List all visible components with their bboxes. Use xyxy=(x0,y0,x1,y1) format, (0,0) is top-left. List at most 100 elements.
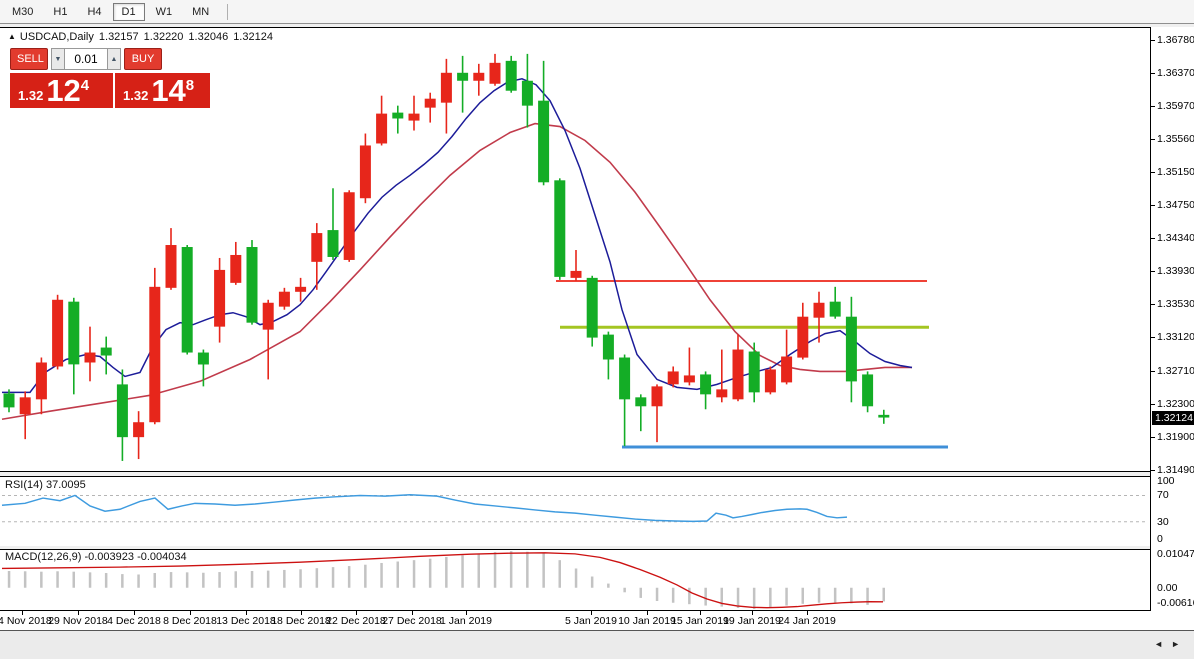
price-axis-tick xyxy=(1151,73,1155,75)
candle-body xyxy=(295,286,307,292)
macd-histogram-bar xyxy=(817,587,821,603)
timeframe-button-h1[interactable]: H1 xyxy=(44,3,76,21)
macd-histogram-bar xyxy=(88,572,92,588)
tab-scroll-left-icon[interactable]: ◄ xyxy=(1154,639,1172,649)
price-axis-label: 1.36780 xyxy=(1157,33,1194,46)
collapse-panel-icon[interactable]: ▲ xyxy=(8,32,16,41)
candle-body xyxy=(408,113,420,121)
candle-body xyxy=(35,362,47,400)
macd-histogram-bar xyxy=(185,572,189,588)
candle-body xyxy=(683,375,695,383)
macd-histogram-bar xyxy=(574,568,578,588)
macd-histogram-bar xyxy=(331,567,335,588)
price-axis-tick xyxy=(1151,370,1155,372)
chart-tab-bar: ◄► xyxy=(0,631,1194,659)
macd-histogram-bar xyxy=(607,583,610,588)
time-axis-tick xyxy=(412,611,413,615)
candle-body xyxy=(538,100,550,183)
sell-price-prefix: 1.32 xyxy=(18,88,44,103)
rsi-indicator-pane[interactable] xyxy=(0,476,1150,547)
time-axis-label: 13 Dec 2018 xyxy=(216,615,276,627)
time-axis-label: 10 Jan 2019 xyxy=(618,615,676,627)
candle-body xyxy=(116,384,128,438)
candle-body xyxy=(700,374,712,395)
price-axis-label: 1.35150 xyxy=(1157,166,1194,179)
macd-histogram-bar xyxy=(169,572,173,588)
timeframe-button-h4[interactable]: H4 xyxy=(78,3,110,21)
candle-body xyxy=(489,62,501,84)
pane-splitter[interactable] xyxy=(0,546,1150,550)
price-axis-label: 1.34340 xyxy=(1157,232,1194,245)
macd-histogram-bar xyxy=(7,571,11,588)
macd-histogram-bar xyxy=(801,587,804,604)
time-axis-tick xyxy=(700,611,701,615)
rsi-axis-label: 30 xyxy=(1157,516,1169,528)
price-axis[interactable]: 1.32124 1.36780 1.36370 1.35970 1.35560 1.35… xyxy=(1150,27,1194,611)
toolbar-separator xyxy=(227,3,229,20)
price-axis-tick xyxy=(1151,271,1155,273)
one-click-trading-panel: SELL ▼ ▲ BUY 1.32 12 4 1.32 14 8 xyxy=(10,48,212,108)
macd-histogram-bar xyxy=(639,587,642,598)
tab-scroll-right-icon[interactable]: ► xyxy=(1171,639,1188,649)
timeframe-button-mn[interactable]: MN xyxy=(183,3,218,21)
macd-histogram-bar xyxy=(218,572,221,588)
candle-body xyxy=(149,286,161,423)
volume-input[interactable] xyxy=(65,48,107,70)
time-axis-tick xyxy=(301,611,302,615)
macd-indicator-pane[interactable] xyxy=(0,549,1150,611)
candle-body xyxy=(570,270,582,278)
candle-body xyxy=(133,422,145,438)
macd-histogram-bar xyxy=(850,587,853,604)
rsi-axis-label: 100 xyxy=(1157,475,1175,487)
price-axis-label: 1.36370 xyxy=(1157,67,1194,80)
pane-splitter[interactable] xyxy=(0,472,1150,476)
macd-histogram-bar xyxy=(688,587,691,605)
macd-histogram-bar xyxy=(704,587,707,606)
time-axis-label: 24 Jan 2019 xyxy=(778,615,836,627)
macd-histogram-bar xyxy=(477,553,480,588)
volume-decrease-icon[interactable]: ▼ xyxy=(51,48,65,70)
price-axis-tick xyxy=(1151,39,1155,41)
candle-body xyxy=(197,352,209,365)
candle-body xyxy=(68,301,80,365)
time-axis-tick xyxy=(752,611,753,615)
candle-body xyxy=(230,254,242,283)
candle-body xyxy=(392,112,404,119)
sell-price-block[interactable]: 1.32 12 4 xyxy=(10,73,113,108)
current-price-tag: 1.32124 xyxy=(1152,411,1194,426)
candle-body xyxy=(651,386,663,407)
rsi-label: RSI(14) 37.0095 xyxy=(5,479,86,491)
time-axis-tick xyxy=(190,611,191,615)
macd-histogram-bar xyxy=(72,571,75,588)
macd-histogram-bar xyxy=(412,560,416,588)
price-axis-label: 1.33930 xyxy=(1157,265,1194,278)
macd-histogram-bar xyxy=(866,587,869,605)
candle-body xyxy=(327,230,339,257)
candle-body xyxy=(829,301,841,317)
macd-histogram-bar xyxy=(250,571,254,588)
time-axis-tick xyxy=(466,611,467,615)
buy-button[interactable]: BUY xyxy=(124,48,162,70)
macd-histogram-bar xyxy=(364,564,367,588)
macd-histogram-bar xyxy=(299,569,302,588)
macd-histogram-bar xyxy=(315,568,319,588)
price-axis-label: 1.35560 xyxy=(1157,132,1194,145)
price-axis-label: 1.31490 xyxy=(1157,463,1194,476)
timeframe-button-d1[interactable]: D1 xyxy=(112,2,145,21)
buy-price-block[interactable]: 1.32 14 8 xyxy=(115,73,210,108)
macd-histogram-bar xyxy=(558,560,561,588)
price-axis-tick xyxy=(1151,403,1155,405)
volume-increase-icon[interactable]: ▲ xyxy=(107,48,121,70)
macd-histogram-bar xyxy=(720,587,723,607)
time-axis-label: 29 Nov 2018 xyxy=(48,615,108,627)
rsi-axis-label: 70 xyxy=(1157,489,1169,501)
macd-histogram-bar xyxy=(769,587,772,608)
macd-histogram-bar xyxy=(590,576,594,588)
sell-button[interactable]: SELL xyxy=(10,48,48,70)
timeframe-button-w1[interactable]: W1 xyxy=(147,3,182,21)
macd-histogram-bar xyxy=(40,571,43,588)
timeframe-button-m30[interactable]: M30 xyxy=(3,3,42,21)
time-axis-label: 4 Dec 2018 xyxy=(107,615,161,627)
